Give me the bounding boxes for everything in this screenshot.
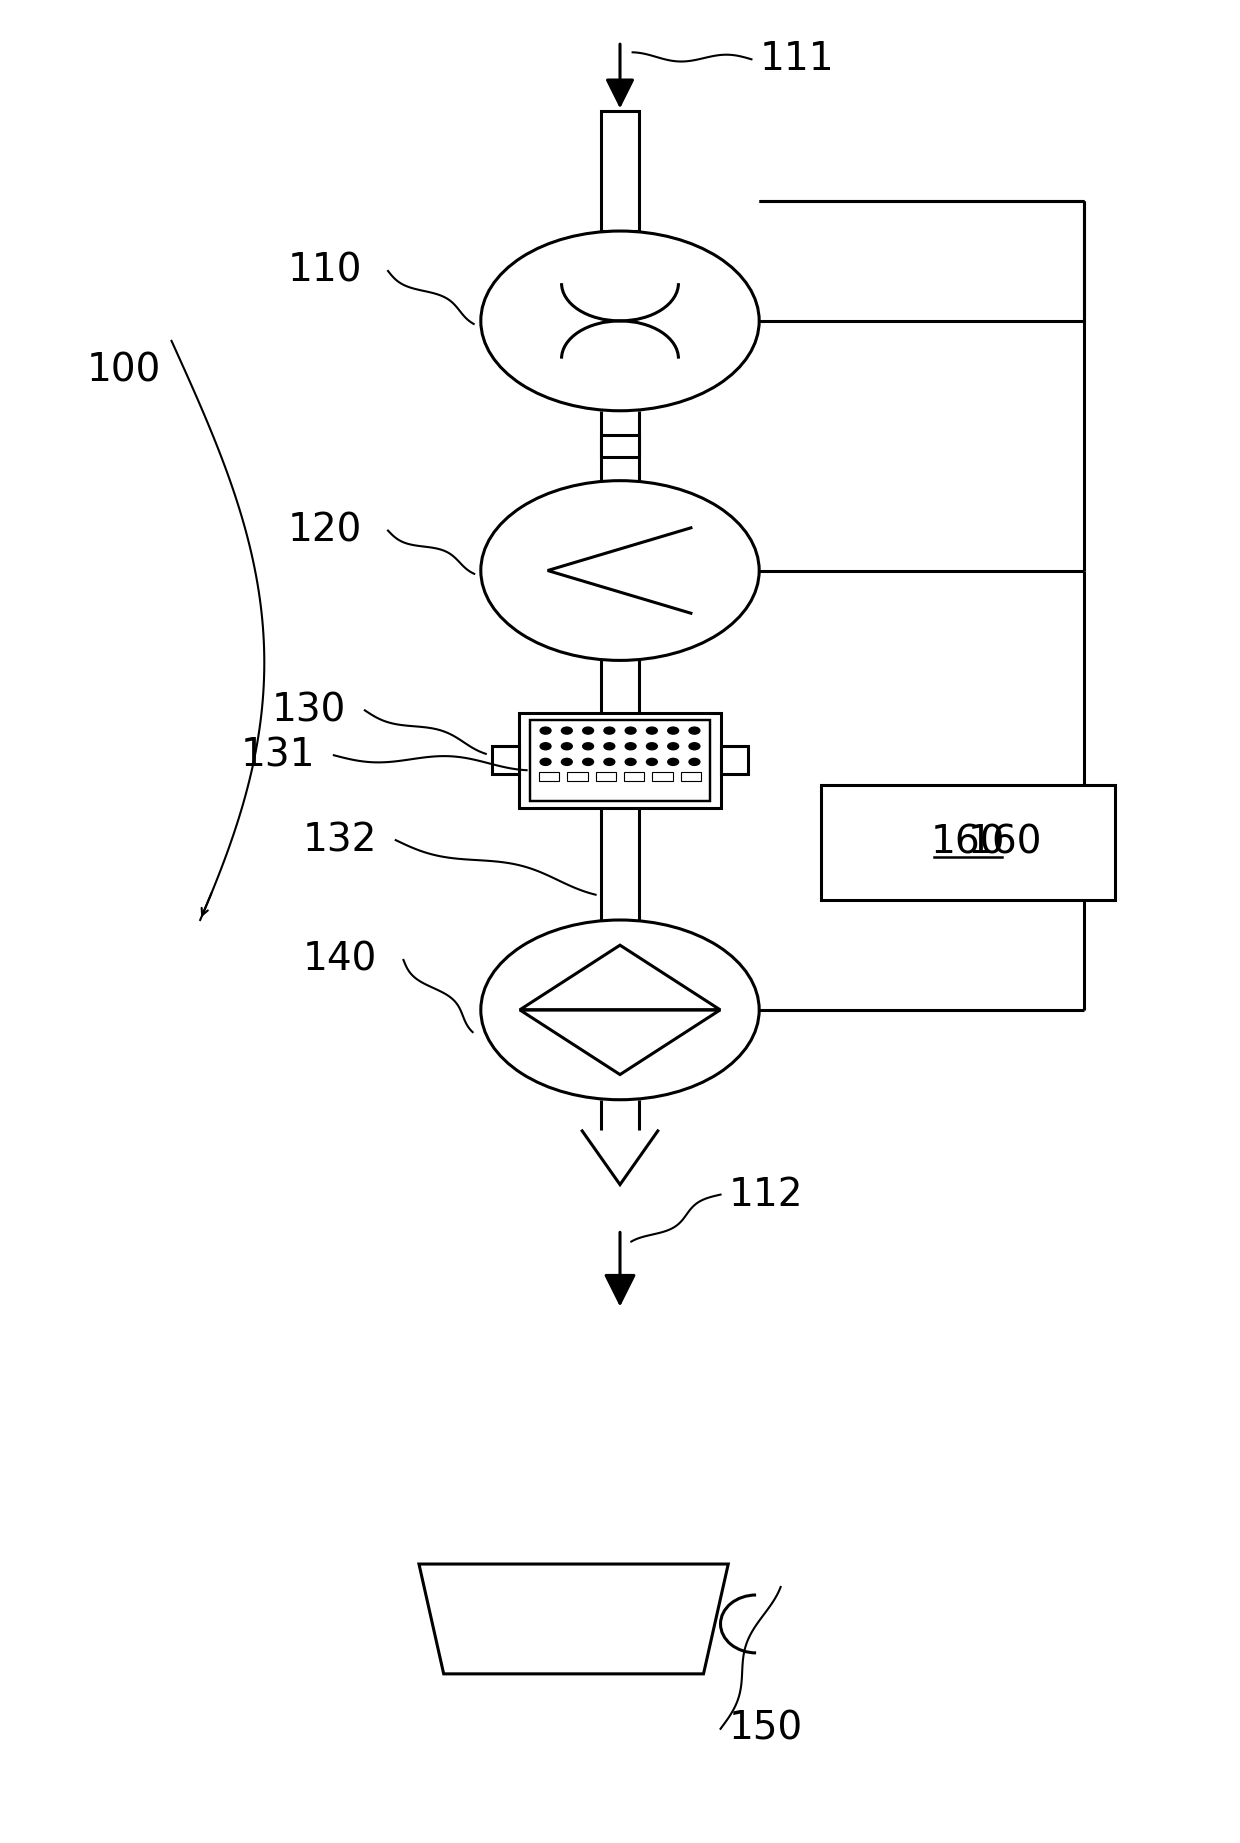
Circle shape [625,728,636,734]
Circle shape [668,728,678,734]
Bar [520,713,720,807]
Circle shape [541,743,551,750]
Text: 131: 131 [241,735,316,774]
Circle shape [562,728,572,734]
Circle shape [481,481,759,660]
Text: 132: 132 [303,822,377,859]
Text: 100: 100 [87,352,161,391]
Circle shape [541,728,551,734]
Circle shape [604,759,615,765]
Circle shape [583,728,594,734]
Bar [531,721,709,800]
Circle shape [689,743,699,750]
Bar [491,746,520,774]
Text: 112: 112 [728,1176,802,1213]
Circle shape [481,230,759,411]
Circle shape [604,743,615,750]
Circle shape [625,743,636,750]
Bar [595,772,616,781]
Bar [681,772,701,781]
Circle shape [604,728,615,734]
Bar [624,772,645,781]
Circle shape [481,920,759,1100]
Bar [539,772,559,781]
Text: 130: 130 [272,691,346,730]
Circle shape [646,743,657,750]
Circle shape [668,743,678,750]
Text: 160: 160 [931,824,1006,863]
Bar [821,785,1115,899]
Bar [601,435,639,457]
Circle shape [583,759,594,765]
Circle shape [646,759,657,765]
Circle shape [583,743,594,750]
Bar [720,746,749,774]
Circle shape [625,759,636,765]
Circle shape [689,728,699,734]
Text: 140: 140 [303,942,377,979]
Circle shape [689,759,699,765]
Circle shape [562,759,572,765]
Text: 150: 150 [728,1710,802,1747]
Bar [601,111,639,230]
Bar [652,772,673,781]
Bar [567,772,588,781]
Circle shape [541,759,551,765]
Circle shape [562,743,572,750]
Circle shape [668,759,678,765]
Circle shape [646,728,657,734]
Text: 160: 160 [968,824,1043,861]
Text: 111: 111 [759,41,833,77]
Text: 110: 110 [288,252,362,289]
Text: 120: 120 [288,512,362,549]
